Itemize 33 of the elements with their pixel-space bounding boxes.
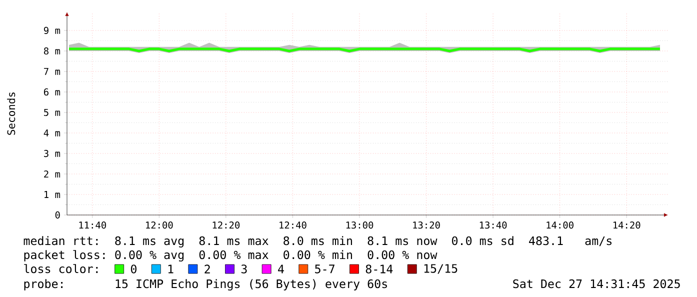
legend-label: 4 — [278, 264, 284, 274]
legend-label: 5-7 — [315, 264, 334, 274]
text: median rtt: 8.1 ms avg 8.1 ms max 8.0 ms min 8.1 ms now 0.0 ms sd 483.1 am/s — [24, 236, 612, 248]
x-tick-label: 13:40 — [480, 222, 507, 229]
legend-label: 15/15 — [424, 264, 458, 274]
text: packet loss: 0.00 % avg 0.00 % max 0.00 % min 0.00 % now — [24, 250, 438, 262]
y-tick-label: 6 m — [44, 88, 60, 96]
y-tick-label: 4 m — [44, 130, 60, 136]
text: probe: 15 ICMP Echo Pings (56 Bytes) every 60s — [24, 279, 387, 290]
legend-label: 8-14 — [366, 264, 393, 274]
x-tick-label: 13:00 — [346, 222, 374, 229]
y-tick-label: 3 m — [44, 150, 60, 158]
legend-label: 0 — [130, 264, 136, 274]
legend-label: 1 — [168, 264, 174, 274]
x-tick-label: 12:00 — [146, 222, 173, 229]
text: Sat Dec 27 14:31:45 2025 — [513, 279, 680, 288]
y-tick-label: 5 m — [44, 108, 60, 116]
x-tick-label: 13:20 — [413, 222, 440, 229]
y-tick-label: 1 m — [44, 191, 60, 198]
y-tick-label: 7 m — [44, 68, 60, 75]
x-tick-label: 14:00 — [546, 222, 574, 229]
y-tick-label: 2 m — [44, 170, 60, 178]
x-tick-label: 12:20 — [212, 222, 240, 229]
y-tick-label: 8 m — [44, 47, 60, 55]
x-tick-label: 11:40 — [79, 222, 106, 229]
y-tick-label: 0 — [55, 211, 60, 219]
text: loss color: — [24, 264, 98, 274]
y-axis-title: Seconds — [7, 92, 16, 135]
x-tick-label: 12:40 — [280, 222, 306, 229]
y-tick-label: 9 m — [44, 26, 60, 34]
legend-label: 2 — [204, 264, 210, 274]
legend-label: 3 — [241, 264, 247, 274]
x-tick-label: 14:20 — [613, 222, 640, 229]
